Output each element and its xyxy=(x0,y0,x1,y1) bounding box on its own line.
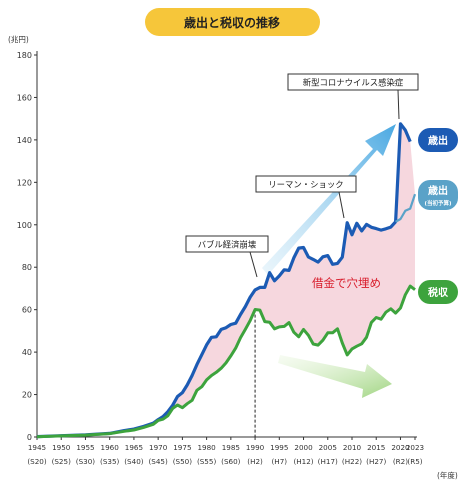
badge-expenditure-budget-text: 歳出 xyxy=(428,184,448,197)
x-tick-label: 2000 xyxy=(294,443,313,452)
badge-expenditure-text: 歳出 xyxy=(428,134,448,147)
x-tick-sublabel: (S25) xyxy=(52,457,72,466)
callout-bubble-text: バブル経済崩壊 xyxy=(198,240,257,250)
x-tick-label: 2005 xyxy=(319,443,337,452)
badge-tax: 税収 xyxy=(418,280,458,304)
x-tick-label: 1995 xyxy=(270,443,288,452)
y-tick-label: 140 xyxy=(17,136,32,145)
gap-annotation: 借金で穴埋め xyxy=(312,276,381,290)
series-line-tax xyxy=(36,284,416,439)
callout-covid-text: 新型コロナウイルス感染症 xyxy=(303,78,404,88)
x-tick-label: 1960 xyxy=(101,443,120,452)
x-tick-label: 1975 xyxy=(173,443,191,452)
y-tick-label: 60 xyxy=(22,306,32,315)
x-tick-label: 2020 xyxy=(391,443,410,452)
x-tick-sublabel: (H7) xyxy=(272,457,288,466)
x-unit-label: (年度) xyxy=(437,470,458,480)
x-tick-sublabel: (R5) xyxy=(407,457,422,466)
y-tick-label: 180 xyxy=(17,51,32,60)
series-line-expenditure-budget xyxy=(395,193,417,223)
badge-expenditure-budget-note: (当初予算) xyxy=(424,199,452,207)
x-tick-label: 1990 xyxy=(246,443,265,452)
x-tick-sublabel: (H17) xyxy=(318,457,338,466)
x-tick-label: 1955 xyxy=(76,443,94,452)
axes: 0 20 40 60 80 100 120 140 160 180 1945 (S20) 1950 (S2… xyxy=(17,51,424,466)
x-tick-label: 1980 xyxy=(197,443,216,452)
x-tick-label: 1950 xyxy=(52,443,71,452)
tax-trend-arrow xyxy=(278,355,392,398)
title-pill xyxy=(145,8,320,36)
x-tick-sublabel: (H27) xyxy=(366,457,386,466)
expenditure-trend-arrow xyxy=(262,124,396,275)
y-tick-label: 0 xyxy=(27,433,32,442)
y-unit-label: (兆円) xyxy=(8,34,29,44)
badge-expenditure-budget: 歳出 (当初予算) xyxy=(418,180,458,210)
x-tick-sublabel: (S45) xyxy=(148,457,168,466)
callout-lehman: リーマン・ショック xyxy=(255,175,357,219)
y-tick-label: 80 xyxy=(22,263,32,272)
x-tick-label: 2015 xyxy=(367,443,385,452)
y-tick-label: 120 xyxy=(17,178,32,187)
y-tick-label: 20 xyxy=(22,391,32,400)
callout-lehman-text: リーマン・ショック xyxy=(268,180,343,190)
x-tick-label: 2010 xyxy=(343,443,362,452)
x-tick-label: 1945 xyxy=(28,443,46,452)
badge-tax-text: 税収 xyxy=(428,286,449,299)
x-tick-label: 1970 xyxy=(149,443,168,452)
x-tick-sublabel: (S40) xyxy=(124,457,144,466)
series-line-expenditure xyxy=(36,122,412,439)
x-tick-sublabel: (H2) xyxy=(247,457,263,466)
callout-bubble: バブル経済崩壊 xyxy=(185,235,269,278)
callout-covid: 新型コロナウイルス感染症 xyxy=(287,73,419,120)
y-tick-label: 40 xyxy=(22,348,32,357)
x-tick-sublabel: (S30) xyxy=(76,457,96,466)
x-tick-sublabel: (S50) xyxy=(173,457,193,466)
deficit-gap-area xyxy=(37,123,415,437)
y-tick-label: 160 xyxy=(17,93,32,102)
x-tick-sublabel: (H12) xyxy=(293,457,313,466)
badge-expenditure: 歳出 xyxy=(418,128,458,152)
x-tick-sublabel: (S55) xyxy=(197,457,217,466)
y-tick-label: 100 xyxy=(17,221,32,230)
x-tick-sublabel: (R2) xyxy=(393,457,408,466)
x-tick-sublabel: (S20) xyxy=(27,457,47,466)
x-tick-sublabel: (H22) xyxy=(342,457,362,466)
chart-title: 歳出と税収の推移 xyxy=(184,15,280,30)
x-tick-label: 1985 xyxy=(222,443,240,452)
x-tick-sublabel: (S35) xyxy=(100,457,120,466)
x-tick-label: 1965 xyxy=(125,443,143,452)
x-tick-sublabel: (S60) xyxy=(221,457,241,466)
x-tick-label: 2023 xyxy=(406,443,424,452)
